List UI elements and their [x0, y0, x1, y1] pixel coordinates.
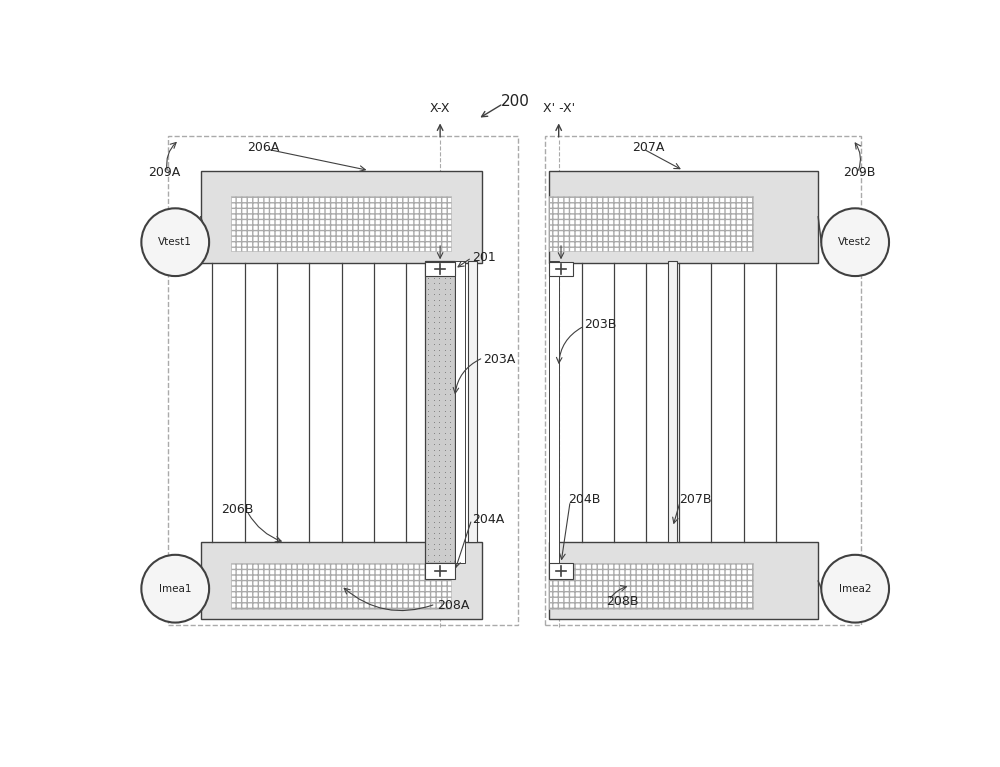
Text: 207B: 207B — [679, 493, 711, 506]
Bar — [549, 562, 753, 609]
Bar — [425, 262, 455, 276]
Text: Vtest2: Vtest2 — [838, 237, 872, 247]
Bar — [455, 262, 465, 563]
Text: Imea2: Imea2 — [839, 584, 871, 594]
Bar — [425, 563, 455, 578]
Text: 207A: 207A — [632, 141, 664, 154]
Text: X' -X': X' -X' — [543, 103, 575, 116]
Text: 204A: 204A — [472, 513, 505, 526]
Text: 209A: 209A — [148, 166, 181, 179]
Text: 203A: 203A — [483, 353, 515, 366]
Text: 208A: 208A — [437, 599, 469, 612]
Circle shape — [141, 555, 209, 623]
Bar — [545, 136, 861, 625]
Circle shape — [821, 555, 889, 623]
Text: Vtest1: Vtest1 — [158, 237, 192, 247]
Bar — [231, 562, 451, 609]
Bar — [549, 196, 753, 252]
Text: X-X: X-X — [430, 103, 450, 116]
Text: 203B: 203B — [584, 318, 616, 331]
Text: 208B: 208B — [606, 595, 639, 608]
Bar — [549, 262, 559, 563]
Bar — [201, 542, 482, 620]
Bar — [231, 196, 451, 252]
Text: Imea1: Imea1 — [159, 584, 191, 594]
Circle shape — [821, 209, 889, 276]
Text: 200: 200 — [501, 94, 530, 109]
Bar — [549, 170, 818, 263]
Bar — [549, 563, 573, 578]
Text: 209B: 209B — [844, 166, 876, 179]
Bar — [425, 262, 455, 563]
Bar — [201, 170, 482, 263]
Text: 201: 201 — [472, 251, 496, 264]
Circle shape — [141, 209, 209, 276]
Bar — [168, 136, 518, 625]
Text: 206B: 206B — [221, 503, 254, 516]
Bar — [668, 262, 677, 542]
Bar — [468, 262, 477, 542]
Bar — [549, 262, 573, 276]
Bar — [549, 542, 818, 620]
Text: 206A: 206A — [247, 141, 279, 154]
Text: 204B: 204B — [568, 493, 600, 506]
